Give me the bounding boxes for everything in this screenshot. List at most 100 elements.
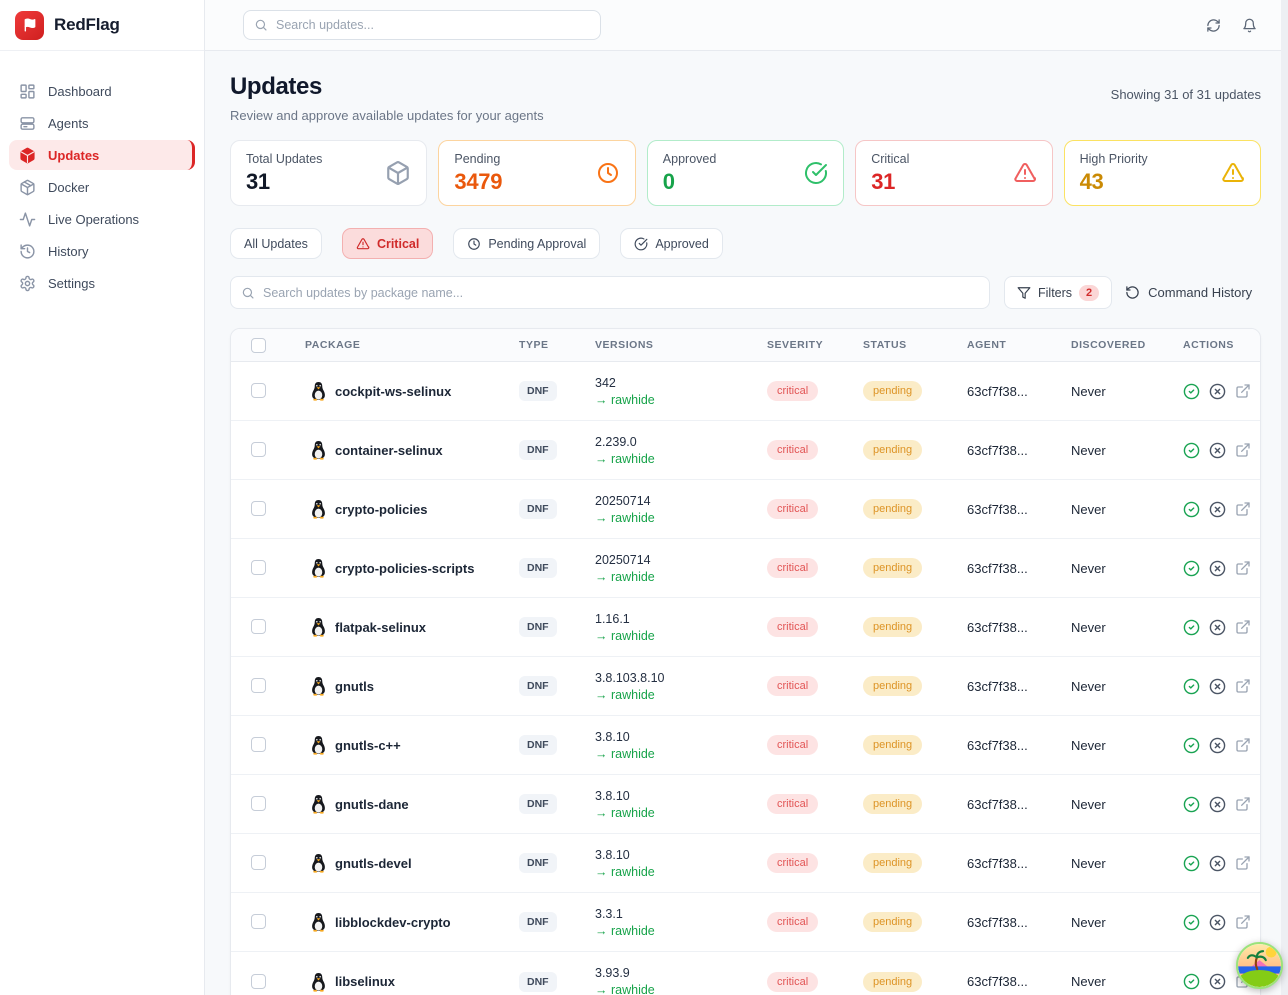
package-search[interactable]	[230, 276, 990, 309]
circle-check-icon	[1183, 560, 1200, 576]
row-checkbox[interactable]	[251, 560, 266, 576]
row-actions	[1183, 737, 1260, 754]
open-update-details-button[interactable]	[1235, 855, 1251, 872]
page-head: Updates Review and approve available upd…	[230, 73, 1261, 123]
refresh-button[interactable]	[1206, 18, 1221, 33]
open-update-details-button[interactable]	[1235, 442, 1251, 459]
sidebar-item-dashboard[interactable]: Dashboard	[9, 76, 195, 106]
row-checkbox[interactable]	[251, 737, 266, 753]
open-update-details-button[interactable]	[1235, 737, 1251, 754]
circle-check-icon	[1183, 383, 1200, 399]
filters-button[interactable]: Filters 2	[1004, 276, 1113, 309]
approve-update-button[interactable]	[1183, 619, 1200, 636]
reject-update-button[interactable]	[1209, 737, 1226, 754]
approve-update-button[interactable]	[1183, 914, 1200, 931]
sidebar-item-history[interactable]: History	[9, 236, 195, 266]
approve-update-button[interactable]	[1183, 501, 1200, 518]
type-badge: DNF	[519, 676, 557, 696]
sidebar-item-docker[interactable]: Docker	[9, 172, 195, 202]
scrollbar-track[interactable]	[1281, 0, 1288, 995]
row-checkbox[interactable]	[251, 973, 266, 989]
reject-update-button[interactable]	[1209, 914, 1226, 931]
sidebar-nav: Dashboard Agents Updates Docker Live Operati…	[0, 51, 204, 325]
version-current: 3.8.103.8.10	[595, 670, 665, 685]
approve-update-button[interactable]	[1183, 855, 1200, 872]
row-checkbox[interactable]	[251, 619, 266, 635]
global-search-input[interactable]	[276, 18, 590, 32]
approve-update-button[interactable]	[1183, 560, 1200, 577]
severity-badge: critical	[767, 558, 819, 578]
card-icon-wrap	[804, 161, 828, 185]
type-badge: DNF	[519, 558, 557, 578]
open-update-details-button[interactable]	[1235, 914, 1251, 931]
reject-update-button[interactable]	[1209, 442, 1226, 459]
version-current: 342	[595, 375, 616, 390]
reject-update-button[interactable]	[1209, 560, 1226, 577]
severity-badge: critical	[767, 617, 819, 637]
approve-update-button[interactable]	[1183, 796, 1200, 813]
row-checkbox[interactable]	[251, 796, 266, 812]
row-checkbox[interactable]	[251, 678, 266, 694]
island-widget-button[interactable]	[1236, 942, 1283, 989]
external-link-icon	[1236, 501, 1250, 516]
package-name: cockpit-ws-selinux	[335, 383, 452, 399]
open-update-details-button[interactable]	[1235, 619, 1251, 636]
tab-label: All Updates	[244, 236, 308, 251]
reject-update-button[interactable]	[1209, 678, 1226, 695]
sidebar-item-agents[interactable]: Agents	[9, 108, 195, 138]
package-search-input[interactable]	[263, 285, 979, 300]
open-update-details-button[interactable]	[1235, 501, 1251, 518]
sidebar-item-live-operations[interactable]: Live Operations	[9, 204, 195, 234]
open-update-details-button[interactable]	[1235, 560, 1251, 577]
sidebar-item-updates[interactable]: Updates	[9, 140, 195, 170]
reject-update-button[interactable]	[1209, 973, 1226, 990]
open-update-details-button[interactable]	[1235, 383, 1251, 400]
notifications-button[interactable]	[1242, 18, 1257, 33]
circle-check-icon	[1183, 796, 1200, 812]
tab-critical[interactable]: Critical	[341, 228, 434, 259]
select-all-checkbox[interactable]	[251, 337, 266, 353]
version-current: 3.8.10	[595, 729, 630, 744]
approve-update-button[interactable]	[1183, 442, 1200, 459]
version-current: 3.3.1	[595, 906, 623, 921]
card-label: High Priority	[1079, 151, 1148, 166]
agent-id: 63cf7f38...	[967, 737, 1028, 753]
row-checkbox[interactable]	[251, 855, 266, 871]
global-search[interactable]	[243, 10, 601, 40]
reject-update-button[interactable]	[1209, 383, 1226, 400]
version-current: 3.8.10	[595, 847, 630, 862]
reject-update-button[interactable]	[1209, 501, 1226, 518]
reject-update-button[interactable]	[1209, 619, 1226, 636]
row-checkbox[interactable]	[251, 383, 266, 399]
reject-update-button[interactable]	[1209, 855, 1226, 872]
open-update-details-button[interactable]	[1235, 796, 1251, 813]
status-badge: pending	[863, 853, 923, 873]
package-name: gnutls	[335, 678, 374, 694]
linux-penguin-icon	[312, 382, 325, 401]
row-checkbox[interactable]	[251, 914, 266, 930]
tab-approved[interactable]: Approved	[620, 228, 723, 259]
status-badge: pending	[863, 558, 923, 578]
tab-all-updates[interactable]: All Updates	[230, 228, 322, 259]
flag-icon	[24, 18, 35, 32]
status-badge: pending	[863, 676, 923, 696]
table-toolbar: Filters 2 Command History	[230, 276, 1261, 309]
tab-pending-approval[interactable]: Pending Approval	[453, 228, 601, 259]
open-update-details-button[interactable]	[1235, 678, 1251, 695]
filter-tabs: All Updates Critical Pending Approval Appro…	[230, 228, 1261, 259]
sidebar-item-settings[interactable]: Settings	[9, 268, 195, 298]
brand: RedFlag	[0, 0, 204, 51]
command-history-button[interactable]: Command History	[1125, 285, 1252, 300]
card-label: Pending	[454, 151, 501, 166]
row-checkbox[interactable]	[251, 442, 266, 458]
approve-update-button[interactable]	[1183, 737, 1200, 754]
severity-badge: critical	[767, 381, 819, 401]
row-checkbox[interactable]	[251, 501, 266, 517]
approve-update-button[interactable]	[1183, 383, 1200, 400]
page-subtitle: Review and approve available updates for…	[230, 108, 544, 123]
approve-update-button[interactable]	[1183, 973, 1200, 990]
reject-update-button[interactable]	[1209, 796, 1226, 813]
approve-update-button[interactable]	[1183, 678, 1200, 695]
package-name: crypto-policies	[335, 501, 428, 517]
